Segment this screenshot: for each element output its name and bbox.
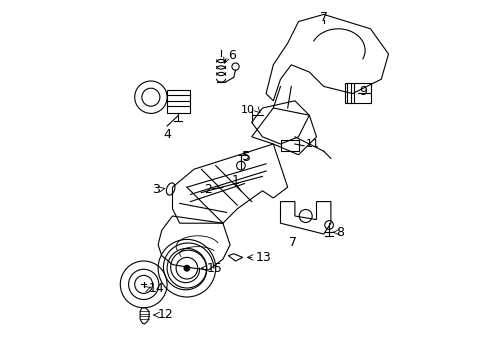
Text: 7: 7 bbox=[288, 236, 297, 249]
Text: 1: 1 bbox=[231, 174, 239, 186]
Text: 2: 2 bbox=[204, 183, 212, 195]
Text: 15: 15 bbox=[206, 262, 222, 275]
Bar bbox=[345, 83, 370, 103]
Bar bbox=[280, 140, 298, 151]
Text: 13: 13 bbox=[255, 251, 270, 264]
Text: 14: 14 bbox=[149, 282, 164, 294]
Circle shape bbox=[183, 265, 189, 271]
Text: 5: 5 bbox=[241, 150, 249, 163]
Text: 9: 9 bbox=[359, 85, 367, 98]
Text: 12: 12 bbox=[158, 309, 174, 321]
Text: 11: 11 bbox=[305, 139, 319, 149]
Text: 6: 6 bbox=[228, 49, 236, 62]
Bar bbox=[167, 90, 190, 113]
Text: 5: 5 bbox=[242, 151, 250, 164]
Text: 3: 3 bbox=[152, 183, 160, 195]
Text: 7: 7 bbox=[319, 11, 327, 24]
Text: 10: 10 bbox=[241, 105, 255, 115]
Text: 8: 8 bbox=[336, 226, 344, 239]
Text: 4: 4 bbox=[163, 128, 171, 141]
